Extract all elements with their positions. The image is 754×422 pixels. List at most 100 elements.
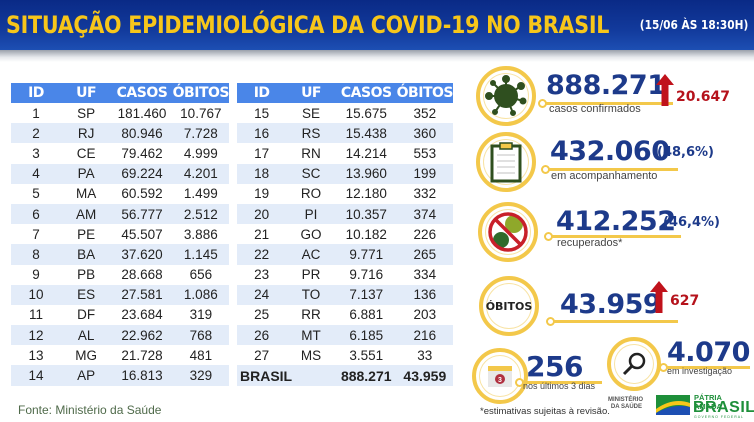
table-row: 18 SC 13.960 199 [237, 163, 453, 184]
col-obitos: ÓBITOS [172, 83, 229, 103]
cell-uf: AM [60, 203, 112, 225]
cell-obitos: 199 [396, 163, 453, 184]
cell-uf: CE [76, 145, 96, 161]
cell-casos: 13.960 [335, 163, 397, 184]
table-row: 25 RR 6.881 203 [237, 305, 453, 325]
table-row: 8 BA 37.620 1.145 [11, 244, 229, 265]
col-uf: UF [286, 83, 336, 103]
cell-id: 24 [237, 284, 287, 305]
connector-line [553, 320, 678, 323]
cell-casos: 15.675 [345, 105, 387, 121]
table-row: 26 MT 6.185 216 [237, 325, 453, 346]
cell-uf: MA [76, 186, 97, 202]
cell-uf: RR [301, 307, 321, 323]
table-row: 11 DF 23.684 319 [11, 305, 229, 325]
cell-obitos: 656 [189, 267, 213, 283]
cell-uf: DF [77, 307, 96, 323]
cell-casos: 7.137 [335, 284, 397, 305]
table-row: 22 AC 9.771 265 [237, 244, 453, 265]
deaths-delta: 627 [670, 293, 700, 309]
investigation-label: em investigação [667, 366, 733, 376]
table-row: 9 PB 28.668 656 [11, 265, 229, 285]
cell-casos: 56.777 [111, 203, 173, 225]
col-uf: UF [60, 83, 112, 103]
cell-id: 8 [11, 244, 61, 265]
calendar-icon: 3 [488, 366, 512, 387]
total-casos: 888.271 [335, 365, 397, 386]
cell-uf: PA [60, 163, 112, 184]
table-row: 13 MG 21.728 481 [11, 345, 229, 365]
investigation-value: 4.070 [667, 337, 750, 368]
cell-casos: 16.813 [111, 365, 173, 386]
cell-casos: 15.438 [335, 123, 397, 144]
cell-obitos: 360 [396, 123, 453, 144]
cell-casos: 80.946 [111, 123, 173, 144]
cell-casos: 10.357 [335, 203, 397, 225]
cell-id: 15 [254, 105, 270, 121]
total-obitos: 43.959 [396, 365, 453, 386]
confirmed-label: casos confirmados [549, 103, 641, 115]
logo-line3: GOVERNO FEDERAL [694, 415, 745, 419]
recovered-icon-ring [478, 202, 538, 262]
cell-casos: 9.716 [349, 267, 384, 283]
confirmed-icon-ring [476, 66, 536, 126]
connector-line [545, 102, 673, 105]
cell-id: 10 [11, 284, 61, 305]
magnifier-icon [622, 352, 646, 376]
cell-uf: MG [75, 347, 98, 363]
cell-uf: AC [286, 244, 336, 265]
cell-id: 14 [11, 365, 61, 386]
svg-text:3: 3 [498, 377, 502, 384]
cell-id: 20 [237, 203, 287, 225]
total-label: BRASIL [237, 365, 336, 386]
cell-obitos: 332 [413, 186, 437, 202]
cell-obitos: 216 [396, 325, 453, 346]
gov-logo: PÁTRIA AMADA BRASIL GOVERNO FEDERAL [656, 393, 754, 419]
arrow-up-icon [650, 281, 668, 313]
brazil-flag-icon [656, 395, 690, 415]
logo-line2: BRASIL [693, 399, 754, 416]
cell-obitos: 136 [396, 284, 453, 305]
cell-casos: 79.462 [121, 145, 163, 161]
cell-id: 26 [237, 325, 287, 346]
cell-id: 5 [32, 186, 40, 202]
cell-obitos: 329 [172, 365, 229, 386]
cell-obitos: 3.886 [183, 226, 218, 242]
cell-obitos: 374 [396, 203, 453, 225]
cell-uf: MS [300, 347, 322, 363]
col-obitos: ÓBITOS [396, 83, 453, 103]
cell-uf: AL [60, 325, 112, 346]
monitoring-value: 432.060 [550, 136, 670, 167]
table-row: 16 RS 15.438 360 [237, 123, 453, 144]
cell-uf: RN [301, 145, 321, 161]
cell-casos: 12.180 [345, 186, 387, 202]
no-virus-icon [488, 212, 528, 252]
cell-obitos: 2.512 [172, 203, 229, 225]
table-row: 20 PI 10.357 374 [237, 203, 453, 225]
col-id: ID [237, 83, 287, 103]
states-table-left: ID UF CASOS ÓBITOS 1 SP 181.460 10.767 2 RJ 80… [11, 83, 229, 386]
cell-id: 18 [237, 163, 287, 184]
cell-casos: 69.224 [111, 163, 173, 184]
cell-id: 27 [254, 347, 270, 363]
cell-id: 16 [237, 123, 287, 144]
cell-uf: ES [60, 284, 112, 305]
cell-obitos: 10.767 [180, 105, 222, 121]
cell-casos: 22.962 [111, 325, 173, 346]
confirmed-delta: 20.647 [676, 89, 731, 105]
cell-id: 7 [32, 226, 40, 242]
col-casos: CASOS [335, 83, 397, 103]
cell-uf: MT [286, 325, 336, 346]
cell-obitos: 203 [413, 307, 437, 323]
cell-casos: 3.551 [349, 347, 384, 363]
cell-casos: 37.620 [111, 244, 173, 265]
cell-obitos: 265 [396, 244, 453, 265]
cell-casos: 21.728 [121, 347, 163, 363]
header-banner: SITUAÇÃO EPIDEMIOLÓGICA DA COVID-19 NO B… [0, 0, 754, 50]
cell-casos: 6.881 [349, 307, 384, 323]
table-row: 1 SP 181.460 10.767 [11, 103, 229, 123]
connector-line [666, 366, 750, 369]
deaths-value: 43.959 [560, 289, 662, 320]
virus-icon [485, 75, 527, 116]
logo-line1: PÁTRIA AMADA [694, 393, 722, 411]
